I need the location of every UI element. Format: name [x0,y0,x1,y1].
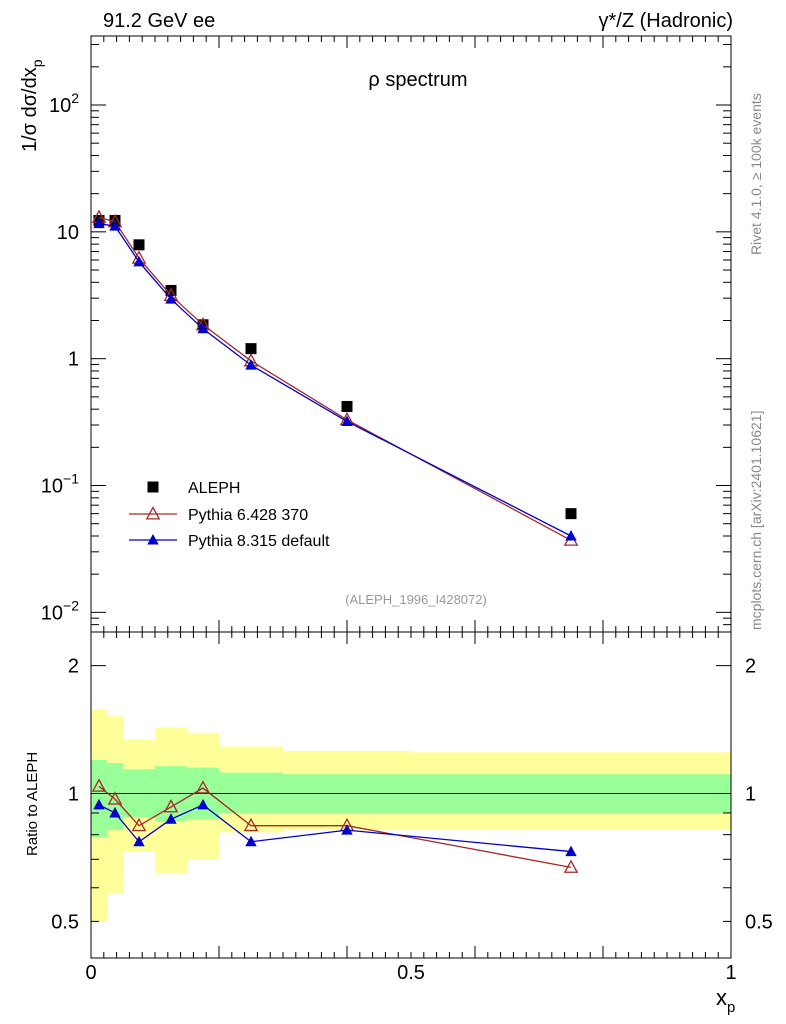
ratio-data-point [165,813,177,824]
mcplots-label: mcplots.cern.ch [arXiv:2401.10621] [748,411,764,630]
main-data-point [565,508,577,520]
main-title: ρ spectrum [368,69,467,91]
legend-marker [147,534,159,545]
rivet-version-label: Rivet 4.1.0, ≥ 100k events [748,93,764,255]
main-y-axis-label: 1/σ dσ/dxp [19,59,45,152]
main-data-point [565,529,577,541]
ratio-data-point [195,780,211,794]
ratio-data-point [243,817,259,832]
main-y-tick-label: 102 [49,90,79,117]
ratio-data-point [93,798,105,810]
svg-text:1/σ dσ/dxp: 1/σ dσ/dxp [19,59,45,152]
reference-annotation: (ALEPH_1996_I428072) [345,592,487,607]
ratio-data-point [245,835,257,847]
main-y-tick-label: 10 [57,222,79,244]
main-y-tick-label: 10−1 [41,471,79,498]
ratio-y-tick-label-right: 0.5 [745,911,773,933]
main-series-pythia-6-428-370 [91,209,579,546]
ratio-band-inner-bin [91,759,107,837]
ratio-data-point [163,799,179,813]
x-tick-label: 0 [85,962,96,984]
main-data-point [133,255,145,267]
main-frame [90,35,732,633]
ratio-y-tick-label-right: 1 [745,784,756,806]
legend-marker [147,481,159,493]
ratio-y-axis-label: Ratio to ALEPH [24,752,41,856]
ratio-y-tick-label-right: 2 [745,656,756,678]
ratio-y-tick-label: 1 [68,784,79,806]
main-series-line [98,216,572,541]
main-y-tick-label: 10−2 [41,597,79,624]
ratio-data-point [565,845,577,857]
x-tick-label: 1 [725,962,736,984]
main-series-line [98,223,572,537]
ratio-data-point [107,791,123,805]
legend-label: ALEPH [188,480,240,497]
legend-label: Pythia 6.428 370 [188,507,308,524]
main-data-point [245,359,257,370]
ratio-data-point [133,835,145,847]
main-series-pythia-8-315-default [93,217,577,541]
ratio-data-point [91,778,107,792]
ratio-y-tick-label: 2 [68,656,79,678]
header-energy-label: 91.2 GeV ee [103,10,215,32]
main-data-point [133,239,145,251]
main-data-point [165,293,177,304]
main-data-point [341,400,353,412]
ratio-data-point [197,798,209,810]
ratio-series-pythia-6-428-370 [91,778,579,873]
legend-label: Pythia 8.315 default [188,533,330,550]
ratio-band-inner-bin [107,762,123,831]
main-data-point [93,217,105,229]
legend: ALEPH Pythia 6.428 370 Pythia 8.315 defaul… [129,480,330,550]
x-axis-label: xp [716,985,735,1016]
main-data-point [341,415,353,426]
main-data-point [165,284,177,296]
ratio-series-line [98,804,572,853]
ratio-data-point [109,806,121,818]
legend-marker [145,506,161,520]
main-data-point [245,343,257,355]
header-process-label: γ*/Z (Hadronic) [599,10,733,32]
ratio-data-point [563,859,579,873]
main-panel: 10−2 10−1 1 10 102 ρ spectrum (ALEPH_1996_I4… [19,35,732,633]
ratio-data-point [131,817,147,832]
ratio-series-pythia-8-315-default [93,798,577,857]
ratio-y-tick-label: 0.5 [51,911,79,933]
x-tick-label: 0.5 [397,962,425,984]
main-series-aleph [93,214,577,520]
svg-text:xp: xp [716,985,735,1016]
ratio-band-inner-bin [219,772,283,813]
ratio-data-point [341,824,353,835]
ratio-panel: 0.5 0.5 1 1 2 2 Ratio to ALEPH 0 0.5 1 xp [24,631,773,1016]
main-y-tick-label: 1 [68,349,79,371]
main-data-point [109,220,121,231]
main-data-point [197,322,209,334]
